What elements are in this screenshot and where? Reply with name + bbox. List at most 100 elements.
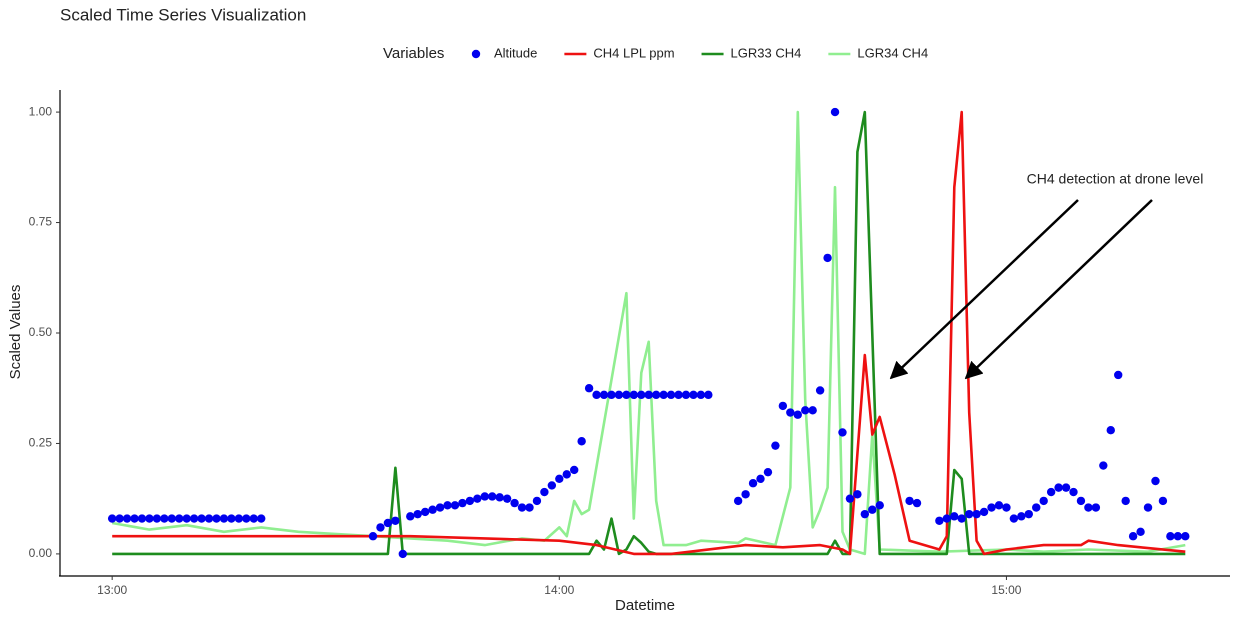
altitude-point [741, 490, 750, 499]
series-line [112, 110, 1186, 556]
altitude-point [942, 514, 952, 523]
legend-label: LGR34 CH4 [857, 45, 928, 60]
altitude-point [547, 481, 557, 490]
altitude-point [122, 514, 132, 523]
altitude-point [651, 390, 661, 400]
altitude-point [458, 498, 467, 508]
altitude-point [204, 514, 214, 523]
altitude-point [473, 494, 482, 503]
altitude-point [778, 401, 788, 411]
altitude-point [964, 509, 974, 519]
altitude-point [562, 470, 571, 479]
altitude-point [1121, 496, 1130, 506]
altitude-point [189, 514, 199, 523]
altitude-point [420, 507, 430, 517]
altitude-point [875, 501, 884, 510]
altitude-point [994, 501, 1004, 510]
altitude-point [793, 410, 802, 419]
altitude-point [175, 514, 184, 523]
altitude-point [145, 514, 154, 523]
legend-key [471, 49, 481, 59]
altitude-point [443, 501, 452, 510]
altitude-point [987, 503, 996, 512]
altitude-point [167, 514, 176, 523]
altitude-point [935, 516, 944, 525]
altitude-point [1076, 496, 1086, 506]
altitude-point [748, 479, 758, 488]
y-axis-title: Scaled Values [7, 285, 24, 380]
altitude-point [130, 514, 139, 523]
altitude-point [257, 514, 266, 523]
legend-label: LGR33 CH4 [731, 45, 802, 60]
x-tick-label: 13:00 [97, 583, 127, 597]
altitude-point [592, 390, 601, 400]
altitude-point [1158, 496, 1168, 506]
altitude-point [540, 487, 549, 497]
altitude-point [763, 467, 773, 477]
altitude-point [853, 490, 862, 499]
altitude-point [242, 514, 251, 523]
altitude-point [644, 390, 653, 400]
altitude-point [786, 408, 795, 417]
altitude-point [1069, 487, 1078, 497]
altitude-point [219, 514, 229, 523]
y-tick-label: 1.00 [29, 104, 53, 118]
altitude-point [160, 514, 169, 523]
altitude-point [1106, 426, 1115, 435]
altitude-point [674, 390, 683, 400]
altitude-point [704, 390, 713, 400]
altitude-point [182, 514, 191, 523]
altitude-point [808, 406, 817, 415]
altitude-point [1084, 503, 1093, 512]
altitude-point [1173, 532, 1183, 541]
altitude-point [637, 390, 646, 400]
altitude-point [666, 390, 676, 400]
altitude-point [1128, 532, 1138, 541]
altitude-point [1091, 503, 1101, 512]
series-line [111, 110, 1186, 556]
altitude-point [584, 384, 594, 393]
altitude-point [1046, 487, 1056, 497]
altitude-point [450, 501, 460, 510]
altitude-point [1166, 532, 1175, 541]
altitude-point [905, 496, 914, 506]
altitude-point [152, 514, 162, 523]
altitude-point [733, 496, 743, 506]
altitude-point [227, 514, 236, 523]
x-axis-title: Datetime [615, 597, 675, 614]
altitude-point [1143, 503, 1153, 512]
y-tick-label: 0.50 [29, 325, 53, 339]
altitude-point [525, 503, 534, 512]
legend-title: Variables [383, 45, 444, 62]
altitude-point [860, 509, 870, 519]
altitude-point [614, 390, 624, 400]
altitude-point [107, 514, 117, 523]
altitude-point [1114, 370, 1123, 380]
altitude-point [957, 514, 966, 523]
altitude-point [488, 492, 497, 501]
altitude-point [689, 390, 698, 400]
y-tick-label: 0.00 [29, 546, 53, 560]
plot-area: 0.00 0.25 0.50 0.75 1.00 13:00 14:00 15:00 [29, 104, 1190, 597]
altitude-point [659, 390, 668, 400]
altitude-point [428, 505, 437, 514]
altitude-point [629, 390, 639, 400]
altitude-point [249, 514, 258, 523]
altitude-point [1039, 496, 1048, 506]
annotation: CH4 detection at drone level [1027, 171, 1204, 187]
altitude-point [406, 512, 415, 521]
altitude-point [1032, 503, 1041, 512]
altitude-point [1054, 483, 1063, 492]
altitude-point [696, 390, 706, 400]
altitude-point [212, 514, 221, 523]
altitude-point [801, 406, 810, 415]
chart-title: Scaled Time Series Visualization [60, 5, 306, 24]
altitude-point [599, 390, 609, 400]
series-line [112, 110, 1186, 556]
altitude-point [1017, 512, 1026, 521]
y-tick-label: 0.25 [29, 436, 53, 450]
altitude-point [137, 514, 147, 523]
altitude-point [234, 514, 244, 523]
